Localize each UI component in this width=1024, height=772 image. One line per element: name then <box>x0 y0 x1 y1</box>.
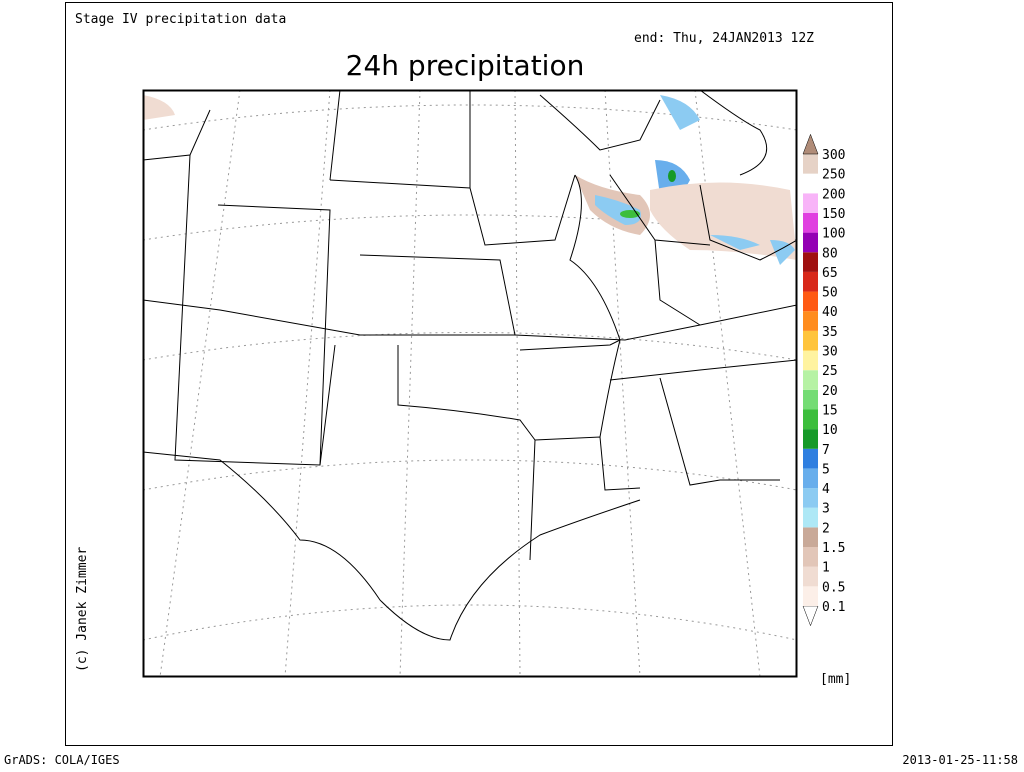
credit: (c) Janek Zimmer <box>75 547 90 672</box>
legend-label: 50 <box>822 286 838 301</box>
legend-label: 150 <box>822 207 845 222</box>
legend-swatch <box>803 154 818 174</box>
legend-label: 1 <box>822 561 830 576</box>
graticule <box>143 90 797 677</box>
footer-left: GrADS: COLA/IGES <box>4 753 120 767</box>
legend-swatch <box>803 527 818 548</box>
legend-label: 4 <box>822 482 830 497</box>
legend-label: 100 <box>822 227 845 242</box>
legend-swatch <box>803 468 818 489</box>
legend-label: 25 <box>822 364 838 379</box>
legend-swatch <box>803 311 818 331</box>
precipitation <box>143 95 797 265</box>
legend-swatch <box>803 330 818 351</box>
borders <box>143 90 797 641</box>
map-title: 24h precipitation <box>346 49 585 82</box>
legend-swatch <box>803 507 818 528</box>
legend-label: 40 <box>822 305 838 320</box>
legend-swatch <box>803 193 818 213</box>
legend-arrow-high <box>802 133 819 155</box>
legend-label: 1.5 <box>822 541 845 556</box>
footer-right: 2013-01-25-11:58 <box>902 753 1018 767</box>
legend-label: 20 <box>822 384 838 399</box>
legend-swatch <box>803 232 818 253</box>
legend-label: 15 <box>822 403 838 418</box>
legend-swatch <box>803 409 818 430</box>
legend-label: 10 <box>822 423 838 438</box>
legend-label: 30 <box>822 345 838 360</box>
legend-label: 300 <box>822 148 845 163</box>
legend-swatch <box>803 389 818 410</box>
legend-label: 2 <box>822 521 830 536</box>
header-title: Stage IV precipitation data <box>75 12 286 27</box>
legend-swatch <box>803 429 818 449</box>
legend-swatch <box>803 547 818 567</box>
legend-swatch <box>803 566 818 587</box>
legend-label: 65 <box>822 266 838 281</box>
legend-label: 7 <box>822 443 830 458</box>
legend-swatch <box>803 173 818 194</box>
legend-label: 0.1 <box>822 600 845 615</box>
legend-swatch <box>803 586 818 606</box>
legend-swatch <box>803 448 818 469</box>
legend-swatch <box>803 271 818 292</box>
legend-swatch <box>803 488 818 508</box>
legend-swatch <box>803 350 818 371</box>
legend-swatch <box>803 252 818 272</box>
legend-label: 80 <box>822 246 838 261</box>
legend-label: 200 <box>822 187 845 202</box>
legend-unit: [mm] <box>820 672 851 687</box>
legend-label: 3 <box>822 502 830 517</box>
end-time: end: Thu, 24JAN2013 12Z <box>634 31 814 46</box>
legend-swatch <box>803 212 818 233</box>
legend-label: 0.5 <box>822 580 845 595</box>
legend-label: 5 <box>822 462 830 477</box>
legend-swatch <box>803 291 818 312</box>
legend: 0.1 0.5 1 1.5 2 3 4 5 7 10 15 20 25 30 35 40 50 65 80 100 15… <box>802 133 845 627</box>
map <box>142 89 798 678</box>
legend-label: 35 <box>822 325 838 340</box>
legend-label: 250 <box>822 168 845 183</box>
legend-swatch <box>803 370 818 390</box>
